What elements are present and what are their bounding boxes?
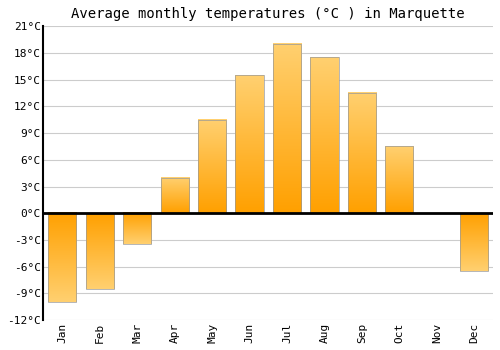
Bar	[48, 213, 76, 302]
Bar	[198, 120, 226, 213]
Bar	[386, 146, 413, 213]
Bar	[160, 177, 188, 213]
Bar	[123, 213, 151, 244]
Bar	[310, 57, 338, 213]
Bar	[273, 44, 301, 213]
Bar	[386, 146, 413, 213]
Bar	[123, 213, 151, 244]
Title: Average monthly temperatures (°C ) in Marquette: Average monthly temperatures (°C ) in Ma…	[72, 7, 465, 21]
Bar	[460, 213, 488, 271]
Bar	[198, 120, 226, 213]
Bar	[348, 93, 376, 213]
Bar	[48, 213, 76, 302]
Bar	[348, 93, 376, 213]
Bar	[86, 213, 114, 289]
Bar	[160, 177, 188, 213]
Bar	[460, 213, 488, 271]
Bar	[86, 213, 114, 289]
Bar	[310, 57, 338, 213]
Bar	[273, 44, 301, 213]
Bar	[236, 75, 264, 213]
Bar	[236, 75, 264, 213]
